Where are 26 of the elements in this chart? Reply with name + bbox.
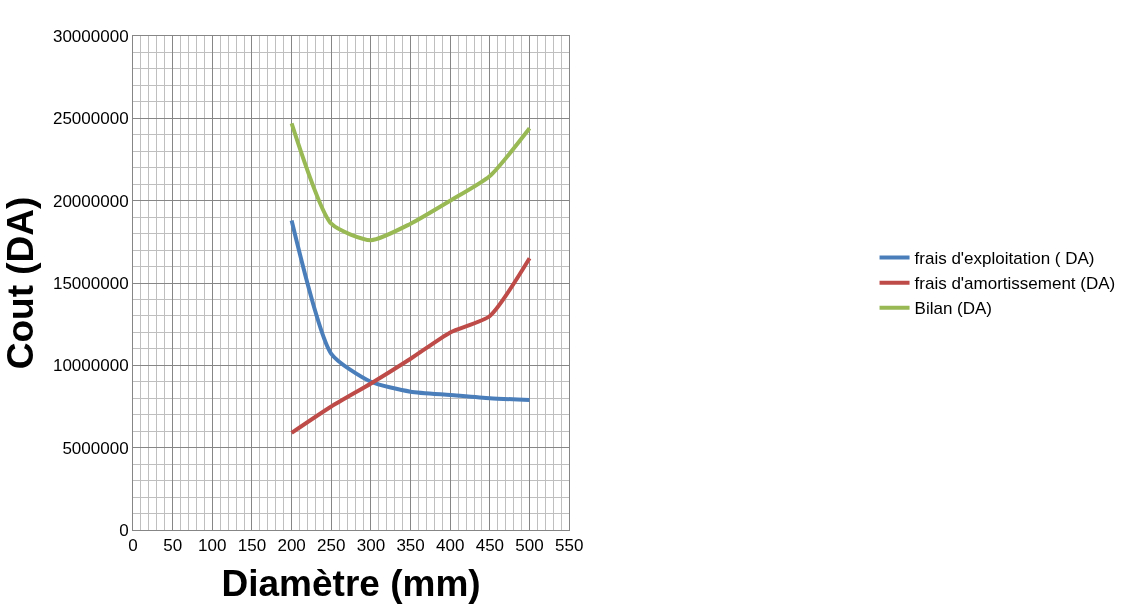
line-series: [289, 256, 532, 435]
legend-label: Bilan (DA): [914, 299, 993, 319]
line-series: [289, 121, 532, 243]
x-tick-label: 50: [163, 536, 183, 556]
x-axis-title: Diamètre (mm): [221, 562, 481, 604]
y-axis-title: Cout (DA): [0, 196, 41, 370]
x-tick-label: 300: [356, 536, 386, 556]
y-tick-label: 20000000: [52, 191, 129, 211]
x-tick-label: 100: [198, 536, 227, 556]
x-tick-label: 350: [396, 536, 425, 556]
y-tick-label: 5000000: [62, 438, 129, 458]
x-tick-label: 500: [515, 536, 544, 556]
x-tick-label: 400: [436, 536, 465, 556]
y-tick-label: 15000000: [52, 273, 129, 293]
legend-label: frais d'amortissement (DA): [914, 274, 1116, 294]
x-tick-label: 150: [237, 536, 267, 556]
line-series: [289, 218, 532, 402]
legend-label: frais d'exploitation ( DA): [914, 249, 1095, 269]
x-tick-label: 200: [277, 536, 306, 556]
y-tick-label: 25000000: [52, 109, 129, 129]
y-tick-label: 0: [119, 520, 129, 540]
y-tick-label: 10000000: [52, 356, 129, 376]
x-tick-label: 450: [475, 536, 505, 556]
x-tick-label: 250: [317, 536, 346, 556]
y-tick-label: 30000000: [52, 26, 129, 46]
x-tick-label: 550: [555, 536, 584, 556]
